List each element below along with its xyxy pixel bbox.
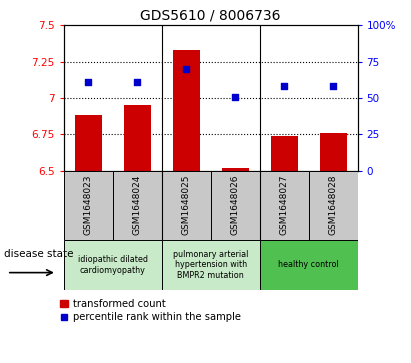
- Point: [232, 94, 238, 99]
- Bar: [260, 171, 309, 240]
- Bar: [64, 240, 162, 290]
- Text: healthy control: healthy control: [278, 261, 339, 269]
- Legend: transformed count, percentile rank within the sample: transformed count, percentile rank withi…: [60, 299, 242, 322]
- Point: [134, 79, 141, 85]
- Title: GDS5610 / 8006736: GDS5610 / 8006736: [141, 9, 281, 23]
- Point: [281, 83, 287, 89]
- Point: [85, 79, 92, 85]
- Point: [330, 83, 336, 89]
- Text: GSM1648025: GSM1648025: [182, 175, 191, 235]
- Bar: [162, 240, 260, 290]
- Text: GSM1648024: GSM1648024: [133, 175, 142, 235]
- Bar: [173, 50, 200, 171]
- Point: [183, 66, 189, 72]
- Text: GSM1648028: GSM1648028: [328, 175, 337, 235]
- Bar: [75, 115, 102, 171]
- Bar: [222, 168, 249, 171]
- Bar: [64, 171, 113, 240]
- Bar: [162, 171, 211, 240]
- Bar: [211, 171, 260, 240]
- Bar: [124, 105, 151, 171]
- Bar: [113, 171, 162, 240]
- Text: pulmonary arterial
hypertension with
BMPR2 mutation: pulmonary arterial hypertension with BMP…: [173, 250, 248, 280]
- Bar: [260, 240, 358, 290]
- Text: GSM1648023: GSM1648023: [84, 175, 93, 235]
- Text: GSM1648026: GSM1648026: [231, 175, 240, 235]
- Text: idiopathic dilated
cardiomyopathy: idiopathic dilated cardiomyopathy: [78, 255, 148, 275]
- Bar: [320, 133, 346, 171]
- Text: GSM1648027: GSM1648027: [279, 175, 289, 235]
- Bar: [309, 171, 358, 240]
- Bar: [270, 136, 298, 171]
- Text: disease state: disease state: [4, 249, 74, 259]
